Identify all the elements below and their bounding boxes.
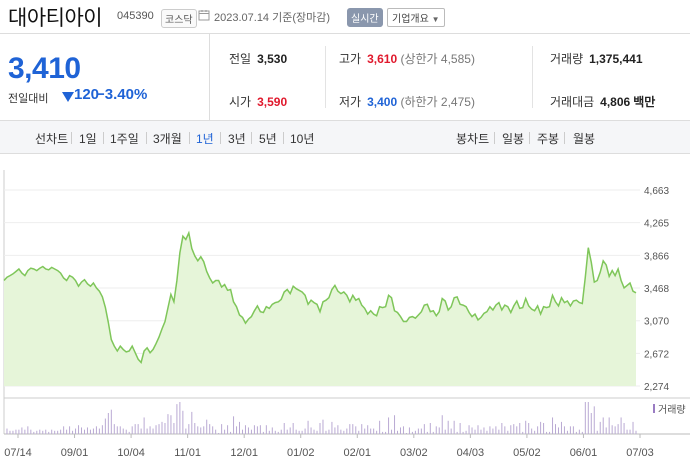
open-label: 시가 — [229, 95, 252, 109]
y-tick-label: 2,672 — [644, 349, 669, 360]
open-value: 3,590 — [257, 95, 288, 109]
price-line — [3, 230, 637, 365]
chart-period-tabs: 선차트 1일 1주일 3개월 1년 3년 5년 10년 봉차트 일봉 주봉 월봉 — [0, 120, 690, 154]
divider — [325, 46, 326, 108]
quote-summary: 3,410 전일대비 120 −3.40% — [0, 34, 210, 120]
amount-label: 거래대금 — [550, 95, 595, 109]
tab-1d[interactable]: 1일 — [79, 132, 97, 146]
volume-value: 1,375,441 — [589, 52, 643, 66]
divider — [564, 132, 565, 144]
x-tick-label: 11/01 — [174, 447, 201, 459]
x-tick-label: 02/01 — [344, 447, 372, 459]
stock-code: 045390 — [117, 10, 154, 22]
calendar-icon — [198, 10, 210, 21]
high-price: 고가 3,610 (상한가 4,585) — [339, 50, 475, 67]
divider — [220, 132, 221, 144]
divider — [283, 132, 284, 144]
low-price: 저가 3,400 (하한가 2,475) — [339, 93, 475, 110]
y-tick-label: 2,274 — [644, 382, 669, 393]
stock-name[interactable]: 대아티아이 — [8, 7, 103, 30]
trade-amount: 거래대금 4,806 백만 — [550, 93, 655, 110]
base-date: 2023.07.14 기준(장마감) — [214, 12, 331, 24]
current-price: 3,410 — [8, 52, 81, 85]
y-tick-label: 4,663 — [644, 186, 669, 197]
divider — [529, 132, 530, 144]
divider — [532, 46, 533, 108]
x-tick-label: 10/04 — [117, 447, 145, 459]
corp-info-dropdown[interactable]: 기업개요 ▼ — [387, 8, 445, 27]
chevron-down-icon: ▼ — [431, 15, 440, 24]
down-arrow-icon — [62, 92, 74, 102]
upper-limit: (상한가 4,585) — [400, 52, 475, 66]
change-value: 120 — [74, 86, 100, 103]
open-price: 시가 3,590 — [229, 93, 287, 110]
low-label: 저가 — [339, 95, 362, 109]
x-tick-label: 04/03 — [457, 447, 485, 459]
candle-chart-label: 봉차트 — [456, 132, 490, 146]
high-label: 고가 — [339, 52, 362, 66]
volume-label: 거래량 — [550, 52, 584, 66]
divider — [103, 132, 104, 144]
quote-details: 전일 3,530 고가 3,610 (상한가 4,585) 거래량 1,375,441… — [211, 34, 690, 120]
x-tick-label: 07/14 — [4, 447, 32, 459]
divider — [146, 132, 147, 144]
volume-legend-label: 거래량 — [658, 404, 686, 416]
tab-5y[interactable]: 5년 — [259, 132, 277, 146]
y-tick-label: 3,070 — [644, 317, 669, 328]
lower-limit: (하한가 2,475) — [400, 95, 475, 109]
tab-monthly[interactable]: 월봉 — [573, 132, 596, 146]
change-rate: −3.40% — [96, 86, 148, 103]
tab-3y[interactable]: 3년 — [228, 132, 246, 146]
tab-1y[interactable]: 1년 — [196, 132, 214, 146]
x-tick-label: 01/02 — [287, 447, 315, 459]
amount-value: 4,806 — [600, 95, 631, 109]
divider — [0, 33, 690, 34]
prev-close-value: 3,530 — [257, 52, 288, 66]
line-chart-label: 선차트 — [35, 132, 69, 146]
x-tick-label: 06/01 — [570, 447, 598, 459]
volume: 거래량 1,375,441 — [550, 50, 643, 67]
x-tick-label: 03/02 — [400, 447, 428, 459]
y-tick-label: 3,866 — [644, 251, 669, 262]
tab-10y[interactable]: 10년 — [290, 132, 315, 146]
amount-unit: 백만 — [633, 95, 656, 109]
high-value: 3,610 — [367, 52, 398, 66]
tab-weekly[interactable]: 주봉 — [537, 132, 560, 146]
low-value: 3,400 — [367, 95, 398, 109]
corp-info-label: 기업개요 — [392, 14, 429, 25]
stock-header: 대아티아이 045390 코스닥 2023.07.14 기준(장마감) 실시간 … — [0, 0, 690, 32]
prev-close: 전일 3,530 — [229, 50, 287, 67]
volume-legend-swatch — [653, 404, 655, 413]
tab-daily[interactable]: 일봉 — [502, 132, 525, 146]
x-tick-label: 09/01 — [61, 447, 89, 459]
realtime-button[interactable]: 실시간 — [347, 8, 383, 27]
x-tick-label: 12/01 — [230, 447, 258, 459]
divider — [189, 132, 190, 144]
tab-1w[interactable]: 1주일 — [110, 132, 139, 146]
divider — [251, 132, 252, 144]
divider — [71, 132, 72, 144]
tab-3m[interactable]: 3개월 — [153, 132, 182, 146]
divider — [494, 132, 495, 144]
change-label: 전일대비 — [8, 93, 49, 105]
y-tick-label: 3,468 — [644, 284, 669, 295]
price-area-fill — [4, 232, 636, 386]
y-tick-label: 4,265 — [644, 219, 669, 230]
market-badge: 코스닥 — [161, 9, 197, 28]
x-tick-label: 07/03 — [626, 447, 654, 459]
x-tick-label: 05/02 — [513, 447, 541, 459]
prev-close-label: 전일 — [229, 52, 252, 66]
